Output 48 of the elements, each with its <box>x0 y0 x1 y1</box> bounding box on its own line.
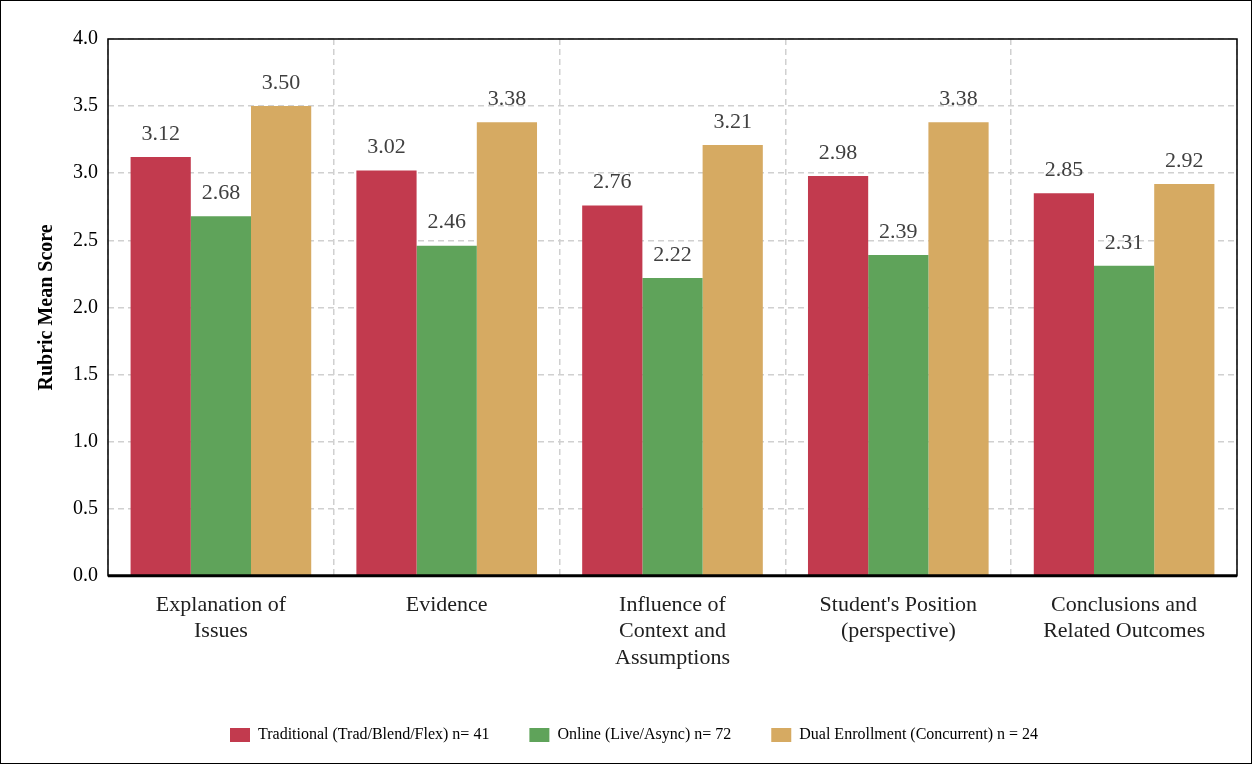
data-label: 3.38 <box>487 84 527 110</box>
bar <box>807 175 869 576</box>
bar <box>868 255 929 576</box>
x-tick-label: Student's Position (perspective) <box>819 590 977 643</box>
data-label: 3.02 <box>367 133 406 159</box>
y-tick-label: 4.0 <box>73 26 98 49</box>
y-tick-label: 2.0 <box>73 294 98 317</box>
x-tick-label: Conclusions and Related Outcomes <box>1043 590 1206 643</box>
y-tick-label: 1.5 <box>73 361 98 384</box>
bar <box>130 157 191 576</box>
data-label: 2.85 <box>1044 156 1084 182</box>
data-label: 2.98 <box>818 138 858 164</box>
data-label: 3.12 <box>141 119 180 145</box>
data-label: 2.76 <box>593 168 632 194</box>
data-label: 3.21 <box>713 107 752 133</box>
y-tick-label: 0.0 <box>73 563 98 586</box>
y-tick-label: 0.5 <box>73 495 98 518</box>
legend-label: Traditional (Trad/Blend/Flex) n= 41 <box>257 725 490 744</box>
bar <box>356 170 417 576</box>
y-axis-title: Rubric Mean Score <box>34 224 57 391</box>
bar <box>928 122 989 576</box>
y-tick-label: 3.5 <box>73 93 98 116</box>
data-label: 2.31 <box>1104 228 1144 254</box>
bar <box>702 145 763 576</box>
bar <box>190 216 252 576</box>
legend-label: Dual Enrollment (Concurrent) n = 24 <box>799 725 1039 744</box>
bar <box>582 205 643 576</box>
x-tick-label: Influence of Context and Assumptions <box>615 590 730 669</box>
x-tick-label: Explanation of Issues <box>155 590 287 643</box>
y-tick-label: 1.0 <box>73 428 98 451</box>
y-tick-label: 3.0 <box>73 160 98 183</box>
bar <box>1154 183 1215 576</box>
data-label: 2.46 <box>427 208 466 234</box>
bar <box>251 106 312 576</box>
data-label: 2.39 <box>879 217 918 243</box>
y-tick-label: 2.5 <box>73 227 98 250</box>
bar <box>642 277 703 576</box>
bar <box>416 245 477 576</box>
x-tick-label: Evidence <box>405 590 488 616</box>
data-label: 2.68 <box>201 178 241 204</box>
bar <box>1033 193 1094 576</box>
bar <box>476 122 538 576</box>
data-label: 2.92 <box>1165 146 1204 172</box>
legend-label: Online (Live/Async) n= 72 <box>557 725 732 744</box>
bar <box>1093 265 1155 576</box>
data-label: 3.50 <box>261 68 301 94</box>
data-label: 2.22 <box>653 240 692 266</box>
data-label: 3.38 <box>939 84 978 110</box>
